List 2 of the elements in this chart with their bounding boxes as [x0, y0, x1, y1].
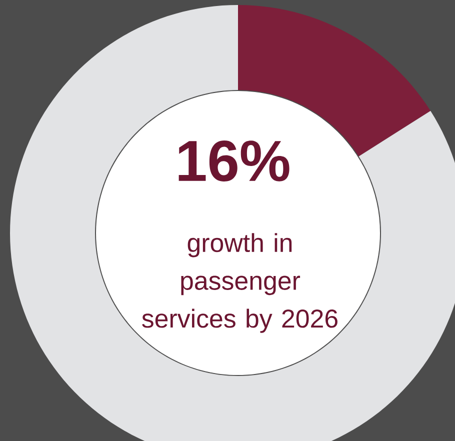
text: growth in passenger services by 2026: [142, 233, 338, 333]
data-label: 16%: [178, 140, 290, 182]
